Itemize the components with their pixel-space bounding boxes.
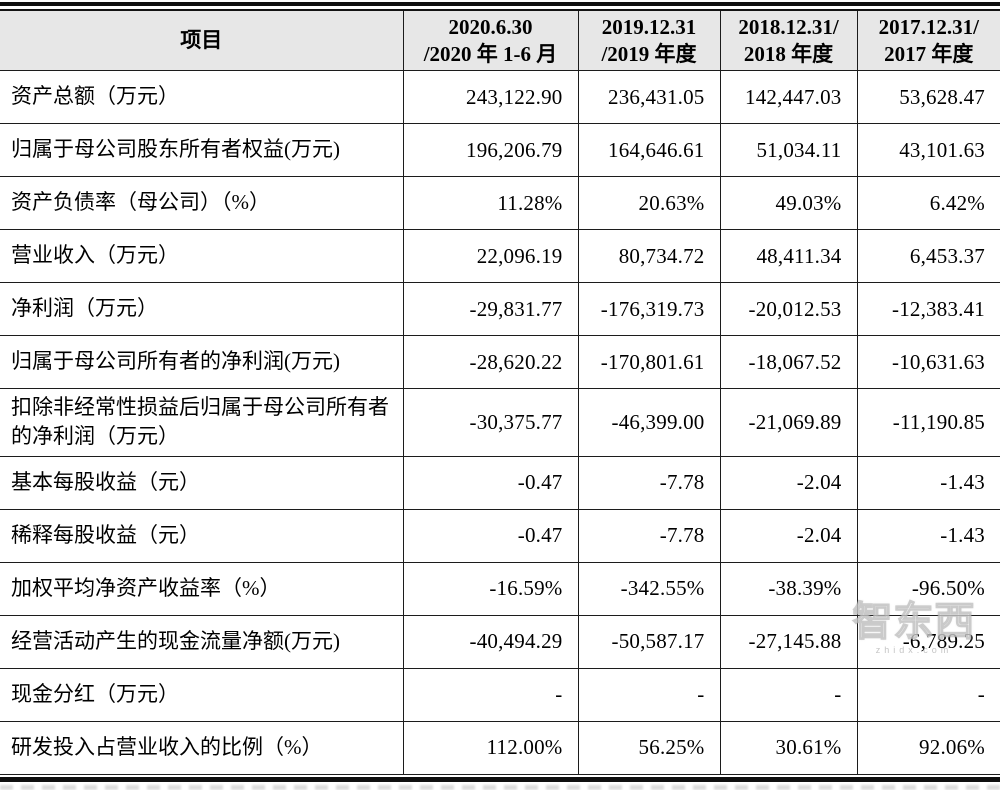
value-cell: 112.00% [402,720,579,775]
value-cell: 142,447.03 [719,70,858,124]
value-cell: 43,101.63 [856,123,1000,177]
table-row: 归属于母公司股东所有者权益(万元) 196,206.79 164,646.61 … [0,123,1000,177]
value-cell: - [856,667,1000,722]
value-cell: 51,034.11 [719,123,858,177]
col-header-period-2020: 2020.6.30 /2020 年 1-6 月 [402,9,579,71]
period-line2: 2017 年度 [884,41,974,66]
value-cell: 196,206.79 [402,123,579,177]
col-header-period-2019: 2019.12.31 /2019 年度 [577,9,721,71]
value-cell: 80,734.72 [577,229,721,283]
table-row: 基本每股收益（元） -0.47 -7.78 -2.04 -1.43 [0,455,1000,510]
table-row: 资产总额（万元） 243,122.90 236,431.05 142,447.0… [0,70,1000,124]
table-row: 扣除非经常性损益后归属于母公司所有者的净利润（万元） -30,375.77 -4… [0,388,1000,457]
value-cell: 243,122.90 [402,70,579,124]
col-header-item: 项目 [0,9,404,71]
row-label: 营业收入（万元） [0,229,404,283]
value-cell: 6.42% [856,176,1000,230]
value-cell: -1.43 [856,508,1000,563]
table-row: 稀释每股收益（元） -0.47 -7.78 -2.04 -1.43 [0,508,1000,563]
value-cell: 22,096.19 [402,229,579,283]
table-row: 加权平均净资产收益率（%） -16.59% -342.55% -38.39% -… [0,561,1000,616]
row-label: 现金分红（万元） [0,667,404,722]
value-cell: 164,646.61 [577,123,721,177]
value-cell: -176,319.73 [577,282,721,336]
row-label: 基本每股收益（元） [0,455,404,510]
row-label: 归属于母公司股东所有者权益(万元) [0,123,404,177]
value-cell: - [719,667,858,722]
value-cell: 53,628.47 [856,70,1000,124]
period-line1: 2018.12.31/ [738,15,839,40]
row-label: 扣除非经常性损益后归属于母公司所有者的净利润（万元） [0,388,404,457]
value-cell: -30,375.77 [402,388,579,457]
value-cell: -40,494.29 [402,614,579,669]
value-cell: 6,453.37 [856,229,1000,283]
value-cell: -16.59% [402,561,579,616]
row-label: 加权平均净资产收益率（%） [0,561,404,616]
row-label: 稀释每股收益（元） [0,508,404,563]
value-cell: -38.39% [719,561,858,616]
value-cell: -10,631.63 [856,335,1000,389]
value-cell: -11,190.85 [856,388,1000,457]
table-row: 资产负债率（母公司）（%） 11.28% 20.63% 49.03% 6.42% [0,176,1000,230]
table-row: 现金分红（万元） - - - - [0,667,1000,722]
value-cell: -342.55% [577,561,721,616]
value-cell: -7.78 [577,455,721,510]
header-row: 项目 2020.6.30 /2020 年 1-6 月 2019.12.31 /2… [0,9,1000,71]
row-label: 经营活动产生的现金流量净额(万元) [0,614,404,669]
value-cell: 30.61% [719,720,858,775]
value-cell: -12,383.41 [856,282,1000,336]
value-cell: -29,831.77 [402,282,579,336]
period-line1: 2017.12.31/ [878,15,979,40]
row-label: 资产总额（万元） [0,70,404,124]
period-line2: /2020 年 1-6 月 [423,41,558,66]
period-line1: 2019.12.31 [601,15,697,40]
row-label: 研发投入占营业收入的比例（%） [0,720,404,775]
value-cell: - [577,667,721,722]
col-header-period-2017: 2017.12.31/ 2017 年度 [856,9,1000,71]
value-cell: -2.04 [719,508,858,563]
table-row: 经营活动产生的现金流量净额(万元) -40,494.29 -50,587.17 … [0,614,1000,669]
value-cell: -2.04 [719,455,858,510]
value-cell: -20,012.53 [719,282,858,336]
value-cell: 48,411.34 [719,229,858,283]
value-cell: -0.47 [402,455,579,510]
value-cell: -27,145.88 [719,614,858,669]
value-cell: -46,399.00 [577,388,721,457]
value-cell: -50,587.17 [577,614,721,669]
table-row: 研发投入占营业收入的比例（%） 112.00% 56.25% 30.61% 92… [0,720,1000,775]
table-bottom-thick-rule [0,776,1000,782]
row-label: 资产负债率（母公司）（%） [0,176,404,230]
cut-off-text-strip [0,784,1000,790]
row-label: 净利润（万元） [0,282,404,336]
period-line1: 2020.6.30 [448,15,533,40]
value-cell: 56.25% [577,720,721,775]
value-cell: 49.03% [719,176,858,230]
value-cell: -96.50% [856,561,1000,616]
table-row: 归属于母公司所有者的净利润(万元) -28,620.22 -170,801.61… [0,335,1000,389]
value-cell: 20.63% [577,176,721,230]
row-label: 归属于母公司所有者的净利润(万元) [0,335,404,389]
col-header-period-2018: 2018.12.31/ 2018 年度 [719,9,858,71]
value-cell: -170,801.61 [577,335,721,389]
period-line2: /2019 年度 [601,41,697,66]
table-top-thick-rule [0,2,1000,6]
value-cell: - [402,667,579,722]
value-cell: -28,620.22 [402,335,579,389]
table-row: 营业收入（万元） 22,096.19 80,734.72 48,411.34 6… [0,229,1000,283]
value-cell: -21,069.89 [719,388,858,457]
value-cell: -18,067.52 [719,335,858,389]
value-cell: -6,789.25 [856,614,1000,669]
table-row: 净利润（万元） -29,831.77 -176,319.73 -20,012.5… [0,282,1000,336]
value-cell: -0.47 [402,508,579,563]
value-cell: 92.06% [856,720,1000,775]
financial-summary-table: 项目 2020.6.30 /2020 年 1-6 月 2019.12.31 /2… [0,9,1000,775]
value-cell: -1.43 [856,455,1000,510]
period-line2: 2018 年度 [743,41,834,66]
value-cell: -7.78 [577,508,721,563]
value-cell: 236,431.05 [577,70,721,124]
value-cell: 11.28% [402,176,579,230]
